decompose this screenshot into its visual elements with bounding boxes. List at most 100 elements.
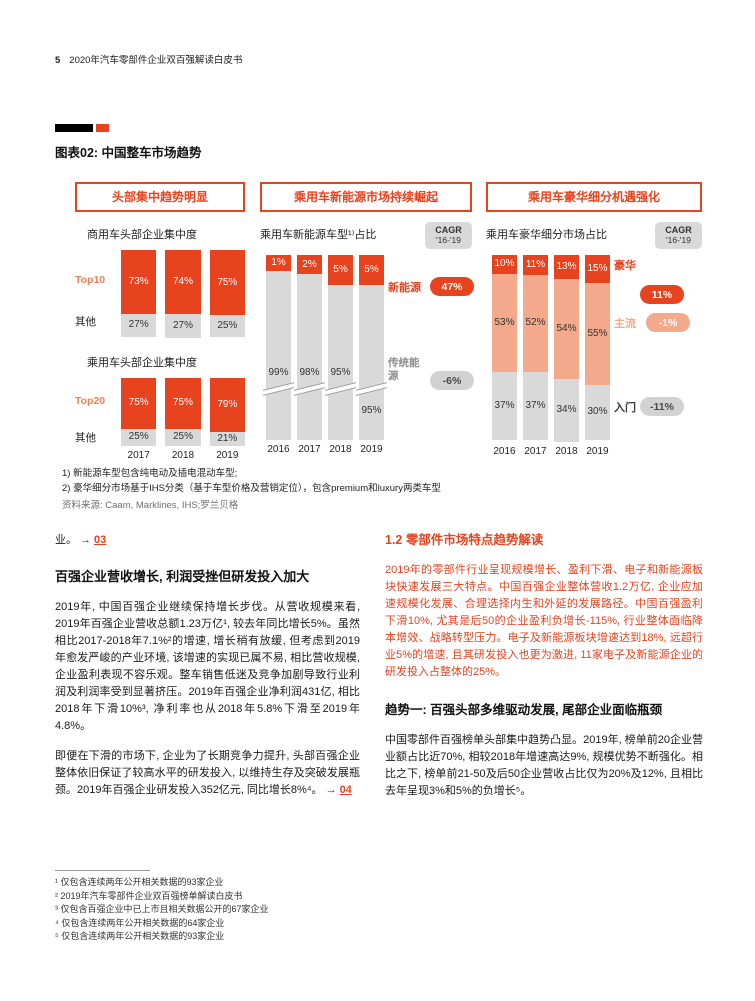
- bar-segment-0: 75%: [209, 250, 245, 316]
- panel-header-luxury: 乘用车豪华细分机遇强化: [486, 182, 702, 212]
- series-label-mainstream: 主流: [614, 318, 636, 330]
- page-number: 5: [55, 55, 61, 66]
- bar-segment-1: 55%: [585, 282, 610, 385]
- trend-heading: 趋势一: 百强头部多维驱动发展, 尾部企业面临瓶颈: [385, 703, 663, 717]
- cagr-badge-title: CAGR: [435, 225, 462, 235]
- bar-segment-1: 25%: [209, 315, 245, 337]
- intro-line: 业。 → 03: [55, 532, 360, 549]
- bar-segment-2: 37%: [523, 371, 548, 440]
- bar-2019: 5% 95%: [356, 255, 387, 440]
- footer-footnote-4: ⁴ 仅包含连续两年公开相关数据的64家企业: [55, 917, 225, 928]
- bar-segment-0: 2%: [297, 255, 322, 274]
- x-axis-label: 2019: [586, 445, 609, 457]
- left-heading: 百强企业营收增长, 利润受挫但研发投入加大: [55, 569, 310, 584]
- bar-2018: 75% 25%: [165, 377, 201, 446]
- x-axis-years-nev: 2016 2017 2018 2019: [266, 444, 472, 455]
- footer-footnote-3: ³ 仅包含百强企业中已上市且相关数据公开的67家企业: [55, 904, 269, 914]
- bar-segment-2: 30%: [585, 384, 610, 440]
- bar-2017: 2% 98%: [294, 255, 325, 440]
- bar-2017: 73% 27%: [121, 250, 157, 337]
- bars-nev: 1% 99% 2% 98% 5% 95% 5% 95%: [263, 255, 472, 440]
- bar-segment-0: 79%: [209, 377, 245, 432]
- chart-subtitle-nev: 乘用车新能源车型¹⁾占比: [260, 229, 377, 241]
- bar-segment-1: 27%: [121, 313, 157, 337]
- cagr-badge-title-2: CAGR: [665, 225, 692, 235]
- series-label-luxury: 豪华: [614, 260, 636, 272]
- section-marker: [55, 124, 109, 132]
- bar-2018: 13% 54% 34%: [554, 255, 579, 442]
- x-axis-label: 2018: [171, 449, 195, 461]
- footer-footnote-1: ¹ 仅包含连续两年公开相关数据的93家企业: [55, 877, 224, 887]
- x-axis-label: 2019: [216, 449, 239, 461]
- cagr-pill-mainstream: -1%: [646, 313, 690, 332]
- series-label-top20: Top20: [75, 394, 106, 407]
- bar-2017: 11% 52% 37%: [523, 255, 548, 440]
- left-paragraph-2-text: 即便在下滑的市场下, 企业为了长期竞争力提升, 头部百强企业整体依旧保证了较高水…: [55, 750, 360, 796]
- figure-footnote-2: 2) 豪华细分市场基于IHS分类（基于车型价格及营销定位），包含premium和…: [62, 483, 441, 494]
- cagr-pill-entry: -11%: [640, 397, 684, 416]
- cagr-badge-luxury: CAGR '16-'19: [655, 222, 702, 249]
- arrow-icon: →: [80, 534, 91, 546]
- bar-segment-1: 99%: [266, 270, 291, 440]
- bar-segment-1: 27%: [165, 314, 201, 338]
- left-paragraph-1: 2019年, 中国百强企业继续保持增长步伐。从营收规模来看, 2019年百强企业…: [55, 601, 360, 732]
- bar-segment-0: 5%: [359, 255, 384, 285]
- chart-subtitle-passenger: 乘用车头部企业集中度: [87, 356, 197, 369]
- arrow-icon-2: →: [325, 784, 337, 796]
- footer-footnote-5: ⁵ 仅包含连续两年公开相关数据的93家企业: [55, 931, 225, 941]
- x-axis-label: 2018: [329, 444, 352, 455]
- x-axis-label: 2016: [493, 445, 516, 457]
- bar-2019: 15% 55% 30%: [585, 255, 610, 440]
- figure-footnote-1: 1) 新能源车型包含纯电动及插电混动车型;: [62, 468, 238, 479]
- x-axis-years-luxury: 2016 2017 2018 2019: [492, 446, 702, 457]
- chart-panel-luxury: 乘用车豪华细分机遇强化 乘用车豪华细分市场占比 CAGR '16-'19 10%…: [486, 182, 702, 457]
- cagr-badge-nev: CAGR '16-'19: [425, 222, 472, 249]
- footnote-divider: [55, 870, 150, 871]
- bar-segment-1: 53%: [492, 273, 517, 372]
- bar-segment-1: 25%: [121, 428, 157, 446]
- bar-segment-0: 11%: [523, 255, 548, 276]
- bars-luxury: 10% 53% 37% 11% 52% 37% 13% 54% 34% 15% 55% 30%: [492, 255, 702, 442]
- subtitle-row-nev: 乘用车新能源车型¹⁾占比 CAGR '16-'19: [260, 222, 472, 249]
- marker-black-bar: [55, 124, 93, 132]
- bars-commercial: 73% 27% 74% 27% 75% 25%: [121, 250, 245, 338]
- section-heading: 1.2 零部件市场特点趋势解读: [385, 533, 544, 547]
- bar-segment-2: 37%: [492, 371, 517, 440]
- bar-segment-0: 13%: [554, 255, 579, 280]
- bar-segment-1: 98%: [297, 274, 322, 440]
- footer-footnote-2: ² 2019年汽车零部件企业双百强榜单解读白皮书: [55, 890, 243, 901]
- series-label-others-1: 其他: [75, 316, 96, 328]
- bar-segment-1: 52%: [523, 275, 548, 372]
- series-label-top10: Top10: [75, 274, 106, 286]
- body-column-right: 1.2 零部件市场特点趋势解读 2019年的零部件行业呈现规模增长、盈利下滑、电…: [385, 532, 703, 800]
- intro-text: 业。: [55, 534, 77, 546]
- cagr-pill-traditional: -6%: [430, 371, 474, 390]
- bar-2018: 5% 95%: [325, 255, 356, 440]
- x-axis-label: 2017: [524, 445, 547, 457]
- left-paragraph-2: 即便在下滑的市场下, 企业为了长期竞争力提升, 头部百强企业整体依旧保证了较高水…: [55, 748, 360, 799]
- series-label-traditional: 传统能源: [388, 357, 420, 382]
- panel-header-concentration: 头部集中趋势明显: [75, 182, 245, 212]
- chart-luxury-share: 10% 53% 37% 11% 52% 37% 13% 54% 34% 15% 55% 30% 201…: [486, 255, 702, 457]
- right-lead-paragraph: 2019年的零部件行业呈现规模增长、盈利下滑、电子和新能源板块快速发展三大特点。…: [385, 564, 703, 678]
- bar-segment-1: 25%: [165, 428, 201, 446]
- bar-segment-0: 5%: [328, 255, 353, 285]
- footer-footnotes: ¹ 仅包含连续两年公开相关数据的93家企业 ² 2019年汽车零部件企业双百强榜…: [55, 876, 269, 944]
- bar-segment-0: 1%: [266, 255, 291, 271]
- trend-paragraph: 中国零部件百强榜单头部集中趋势凸显。2019年, 榜单前20企业营业额占比近70…: [385, 734, 703, 797]
- chart-panel-concentration: 头部集中趋势明显 商用车头部企业集中度 Top10 其他 73% 27% 74% 27…: [75, 182, 245, 461]
- chart-nev-share: 1% 99% 2% 98% 5% 95% 5% 95% 2016 2017 2018 2019 新能…: [260, 255, 474, 455]
- bar-segment-0: 10%: [492, 255, 517, 274]
- bar-segment-1: 95%: [328, 284, 353, 440]
- ref-link-04[interactable]: 04: [339, 784, 352, 796]
- page-header: 5 2020年汽车零部件企业双百强解读白皮书: [55, 52, 242, 66]
- bar-segment-0: 75%: [165, 377, 201, 429]
- bar-segment-1: 54%: [554, 279, 579, 379]
- marker-red-bar: [96, 124, 109, 132]
- x-axis-label: 2017: [298, 444, 321, 455]
- bar-segment-1: 95%: [359, 284, 384, 440]
- ref-link-03[interactable]: 03: [94, 534, 107, 546]
- x-axis-label: 2017: [127, 449, 150, 461]
- bar-2016: 10% 53% 37%: [492, 255, 517, 440]
- cagr-pill-nev: 47%: [430, 277, 474, 296]
